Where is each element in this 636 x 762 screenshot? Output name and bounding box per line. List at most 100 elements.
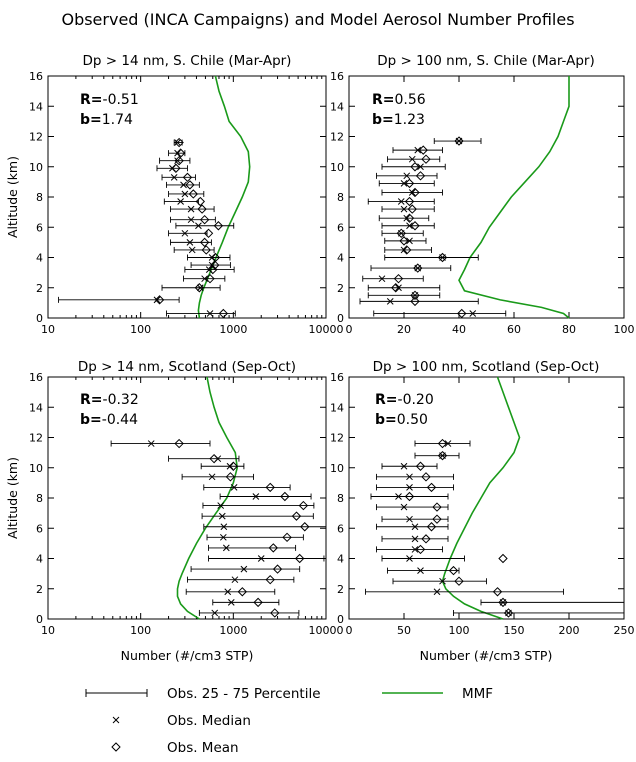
median-stroke	[414, 146, 422, 154]
legend-model-label: MMF	[462, 686, 493, 702]
median-stroke	[395, 493, 402, 500]
median-marker	[208, 261, 216, 269]
mean-marker	[218, 308, 229, 319]
y-tick-label: 4	[337, 252, 344, 265]
legend-mean-label: Obs. Mean	[167, 740, 239, 756]
stat-b: b=-0.44	[80, 412, 138, 428]
x-tick-label: 10	[41, 624, 55, 637]
x-tick-label: 1000	[219, 323, 247, 336]
mean-marker	[404, 196, 415, 207]
figure-title: Observed (INCA Campaigns) and Model Aero…	[61, 10, 574, 29]
mean-marker	[396, 228, 406, 239]
mean-marker	[391, 283, 401, 293]
median-marker	[406, 222, 413, 230]
median-marker	[406, 484, 413, 491]
y-tick-label: 10	[330, 161, 344, 174]
median-stroke	[406, 222, 413, 230]
stat-r: R=-0.51	[80, 92, 139, 108]
median-stroke	[406, 473, 413, 481]
median-stroke	[417, 163, 424, 171]
mean-marker	[197, 204, 207, 214]
y-tick-label: 6	[36, 221, 43, 234]
x-tick-label: 1000	[219, 624, 247, 637]
median-stroke	[406, 555, 413, 562]
median-stroke	[219, 533, 227, 541]
median-marker	[395, 493, 402, 500]
median-marker	[227, 599, 235, 606]
mean-marker	[410, 187, 420, 198]
mean-marker	[195, 196, 206, 207]
y-tick-label: 8	[337, 191, 344, 204]
y-tick-label: 4	[337, 553, 344, 566]
median-marker	[386, 298, 394, 305]
median-marker	[181, 190, 189, 198]
mean-marker	[175, 148, 186, 158]
median-stroke	[187, 205, 195, 213]
y-axis-label: Altitude (km)	[5, 457, 20, 539]
median-marker	[230, 484, 238, 491]
mean-marker	[437, 252, 448, 263]
y-tick-label: 12	[29, 131, 43, 144]
mean-marker	[203, 228, 214, 239]
median-marker	[181, 229, 189, 237]
y-tick-label: 16	[330, 70, 344, 83]
mean-marker	[185, 180, 195, 190]
median-marker	[400, 462, 408, 470]
median-marker	[403, 172, 411, 180]
y-tick-label: 16	[330, 371, 344, 384]
median-stroke	[400, 246, 408, 254]
mean-marker	[448, 565, 459, 576]
median-stroke	[411, 546, 419, 553]
median-stroke	[181, 229, 189, 237]
median-stroke	[188, 246, 196, 254]
y-tick-label: 8	[337, 492, 344, 505]
median-marker	[188, 246, 196, 254]
median-marker	[174, 157, 181, 165]
median-marker	[406, 555, 413, 562]
median-marker	[147, 440, 155, 447]
mean-marker	[194, 283, 205, 293]
median-marker	[408, 155, 416, 163]
x-tick-label: 60	[507, 323, 521, 336]
mean-marker	[228, 461, 239, 471]
median-marker	[406, 473, 413, 481]
mean-marker	[268, 543, 279, 553]
x-tick-label: 100	[130, 624, 151, 637]
model-profile-line	[458, 76, 570, 319]
x-tick-label: 100	[614, 323, 635, 336]
mean-marker	[174, 137, 184, 148]
stat-b: b=0.50	[375, 412, 428, 428]
x-axis-label: Number (#/cm3 STP)	[420, 648, 553, 663]
median-stroke	[433, 588, 441, 596]
x-tick-label: 100	[130, 323, 151, 336]
median-marker	[400, 205, 408, 213]
mean-marker	[201, 245, 211, 255]
mean-marker	[154, 295, 165, 305]
legend-mean-marker	[111, 742, 121, 752]
y-tick-label: 6	[337, 522, 344, 535]
median-stroke	[439, 577, 446, 585]
y-tick-label: 6	[36, 522, 43, 535]
median-marker	[403, 214, 411, 222]
median-marker	[439, 577, 446, 585]
y-tick-label: 8	[36, 492, 43, 505]
mean-marker	[415, 461, 426, 471]
mean-marker	[437, 438, 448, 449]
mean-marker	[209, 453, 219, 464]
x-tick-label: 200	[559, 624, 580, 637]
y-tick-label: 12	[330, 432, 344, 445]
median-stroke	[397, 198, 405, 205]
median-marker	[397, 198, 405, 205]
mean-marker	[404, 213, 415, 223]
median-stroke	[444, 440, 452, 447]
y-tick-label: 8	[36, 191, 43, 204]
mean-marker	[300, 522, 310, 532]
median-stroke	[386, 298, 394, 305]
median-stroke	[227, 599, 235, 606]
mean-marker	[426, 482, 437, 493]
mean-marker	[213, 221, 224, 231]
y-tick-label: 2	[36, 583, 43, 596]
median-marker	[217, 502, 225, 509]
median-marker	[201, 275, 208, 283]
mean-marker	[426, 522, 437, 532]
